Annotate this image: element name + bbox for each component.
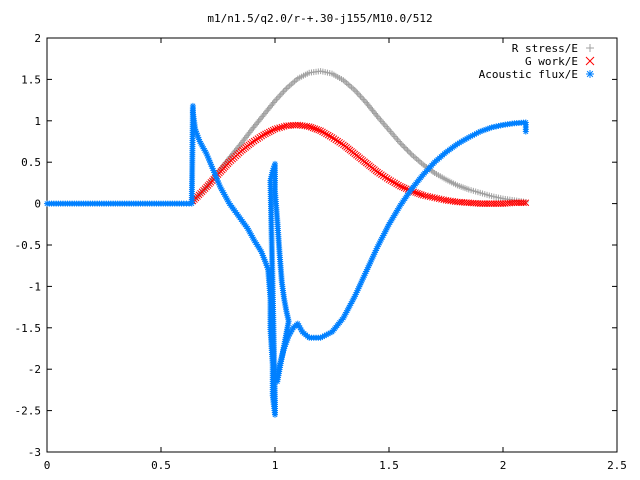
data-point [273,125,281,132]
data-point [397,182,404,190]
y-tick-label: 2 [34,32,41,45]
data-point [326,132,334,140]
data-point [361,98,368,105]
data-point [303,122,311,130]
series-1 [189,121,530,207]
legend-label: G work/E [525,55,578,68]
data-point [269,126,277,134]
data-point [276,93,283,100]
data-point [401,144,408,151]
data-point [400,143,407,150]
x-tick-label: 2 [500,459,507,472]
y-tick-label: 1.5 [21,73,41,86]
data-point [309,124,317,132]
data-point [279,90,286,97]
data-point [360,96,367,103]
ticks-layer: 0 0.5 1 1.5 2 2.5 -3 -2.5 -2 -1.5 -1 -0.5 0 0.5 1 1.5 2 [15,32,627,472]
data-point [193,130,200,137]
x-tick-label: 2.5 [607,459,627,472]
data-point [522,199,530,207]
data-point [354,90,361,97]
legend-label: Acoustic flux/E [479,68,578,81]
y-tick-label: -1.5 [15,322,42,335]
x-tick-label: 1 [272,459,279,472]
data-point [407,150,414,157]
data-point [397,140,404,147]
legend-marker [586,44,594,52]
data-point [271,125,279,133]
data-point [280,88,287,95]
y-tick-label: -2 [28,363,41,376]
y-tick-label: 1 [34,115,41,128]
data-point [277,91,284,98]
data-point [520,199,527,207]
data-point [281,87,288,94]
y-tick-label: -0.5 [15,239,42,252]
axes-layer [46,37,618,453]
data-point [322,130,330,138]
plot-frame [46,37,618,453]
data-point [395,181,402,189]
series-0 [189,68,529,205]
data-point [273,96,280,103]
x-tick-label: 0 [44,459,51,472]
data-point [260,131,267,139]
data-point [210,167,217,174]
data-point [311,125,319,133]
data-point [319,128,326,136]
data-point [389,178,397,186]
data-point [400,184,408,192]
data-point [358,94,365,101]
data-point [267,127,275,135]
data-point [313,126,321,133]
data-point [398,183,406,191]
data-point [353,88,360,95]
data-point [357,93,364,100]
data-point [414,189,421,197]
data-point [417,191,425,198]
data-point [522,128,529,135]
data-point [385,176,393,183]
x-tick-label: 0.5 [151,459,171,472]
data-point [393,180,400,188]
legend-marker [585,56,595,66]
y-tick-label: -3 [28,446,41,459]
legend-marker [586,70,594,78]
y-tick-label: -1 [28,280,41,293]
data-point [262,130,269,138]
data-point [265,128,273,136]
data-point [356,91,363,98]
y-tick-label: 0.5 [21,156,41,169]
series-2 [44,102,529,418]
data-point [387,177,395,185]
data-point [315,126,323,134]
y-tick-label: -2.5 [15,405,42,418]
y-tick-label: 0 [34,198,41,211]
data-point [324,131,332,139]
chart-title: m1/n1.5/q2.0/r-+.30-j155/M10.0/512 [207,12,432,25]
data-point [278,123,286,131]
data-point [398,141,405,148]
data-point [274,94,281,101]
data-point [404,147,411,154]
data-point [405,148,412,155]
data-point [305,123,313,130]
data-point [213,173,220,180]
x-tick-label: 1.5 [379,459,399,472]
series-layer [44,68,530,418]
legend-label: R stress/E [512,42,578,55]
data-point [204,152,211,159]
data-point [317,127,324,135]
data-point [321,129,328,137]
data-point [416,190,423,198]
data-point [307,123,315,131]
data-point [264,129,271,137]
data-point [403,145,410,152]
data-point [276,124,283,132]
data-point [391,179,399,187]
